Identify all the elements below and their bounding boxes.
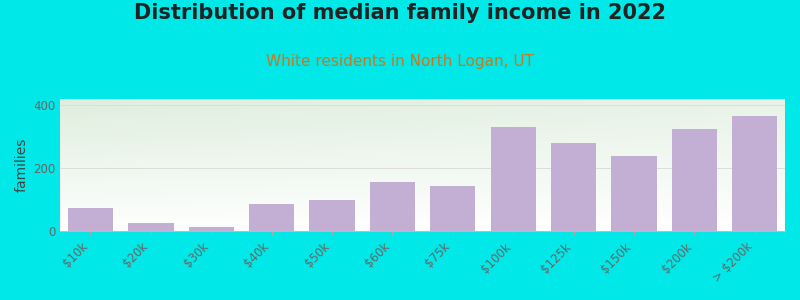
Bar bbox=[310, 200, 354, 231]
Text: White residents in North Logan, UT: White residents in North Logan, UT bbox=[266, 54, 534, 69]
Bar bbox=[430, 186, 475, 231]
Bar bbox=[370, 182, 415, 231]
Bar bbox=[128, 224, 174, 231]
Bar bbox=[249, 205, 294, 231]
Bar bbox=[551, 143, 596, 231]
Bar bbox=[490, 127, 536, 231]
Bar bbox=[611, 156, 657, 231]
Bar bbox=[189, 226, 234, 231]
Bar bbox=[68, 208, 113, 231]
Text: Distribution of median family income in 2022: Distribution of median family income in … bbox=[134, 3, 666, 23]
Bar bbox=[672, 129, 717, 231]
Bar bbox=[732, 116, 778, 231]
Y-axis label: families: families bbox=[15, 138, 29, 192]
